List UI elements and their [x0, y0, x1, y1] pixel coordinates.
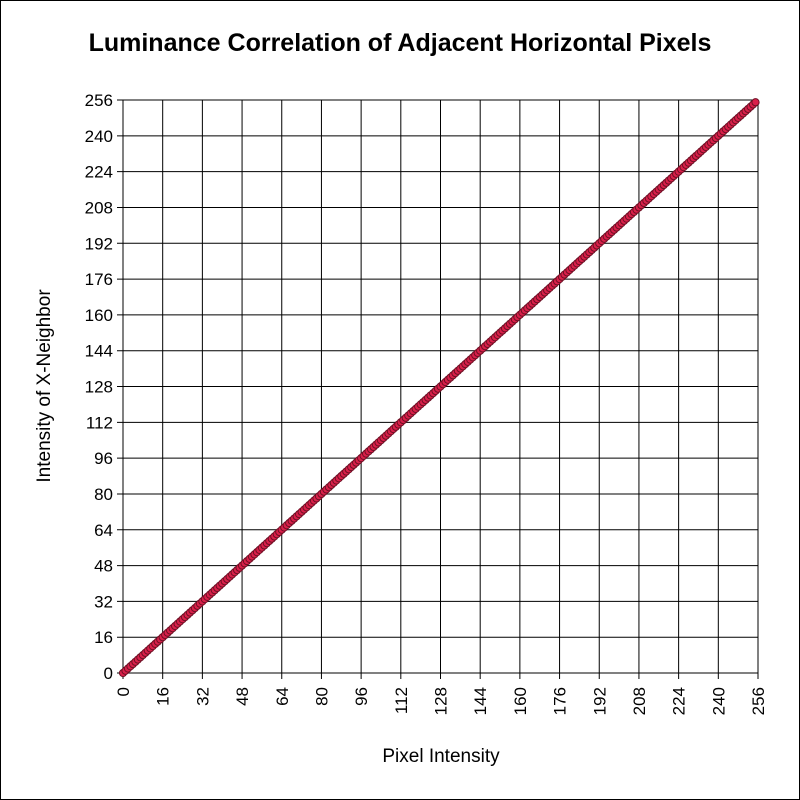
y-tick-label: 96	[94, 449, 113, 468]
y-tick-label: 16	[94, 628, 113, 647]
x-tick-label: 240	[709, 687, 728, 715]
x-tick-label: 256	[749, 687, 768, 715]
x-tick-label: 0	[114, 687, 133, 696]
y-tick-label: 128	[85, 378, 113, 397]
y-tick-label: 80	[94, 485, 113, 504]
x-tick-label: 48	[233, 687, 252, 706]
x-tick-label: 112	[392, 687, 411, 714]
y-tick-label: 224	[85, 163, 113, 182]
x-tick-label: 192	[590, 687, 609, 715]
x-tick-label: 176	[551, 687, 570, 715]
y-tick-labels: 0 16 32 48 64 80 96 112 128 144 160 176 192 208 224 240…	[85, 91, 113, 683]
x-tick-label: 16	[154, 687, 173, 706]
chart-title: Luminance Correlation of Adjacent Horizo…	[89, 29, 712, 57]
data-points	[118, 98, 760, 678]
y-tick-label: 112	[86, 413, 113, 432]
x-tick-label: 64	[273, 687, 292, 706]
y-tick-label: 192	[85, 234, 113, 253]
y-tick-label: 208	[85, 198, 113, 217]
x-axis-label: Pixel Intensity	[382, 746, 500, 767]
y-tick-label: 240	[85, 127, 113, 146]
x-tick-label: 208	[630, 687, 649, 715]
y-tick-label: 32	[94, 592, 113, 611]
x-tick-label: 80	[312, 687, 331, 706]
grid-layer	[117, 99, 759, 679]
x-tick-label: 160	[511, 687, 530, 715]
y-axis-label: Intensity of X-Neighbor	[34, 289, 55, 483]
data-point	[751, 98, 760, 107]
x-tick-labels: 0 16 32 48 64 80 96 112 128 144 160 176 192 208 224 240…	[114, 687, 768, 715]
x-tick-label: 128	[432, 687, 451, 715]
y-tick-label: 144	[85, 342, 113, 361]
y-tick-label: 176	[85, 270, 113, 289]
y-tick-label: 48	[94, 557, 113, 576]
x-tick-label: 144	[471, 687, 490, 715]
y-tick-label: 256	[85, 91, 113, 110]
x-tick-label: 96	[352, 687, 371, 706]
y-tick-label: 160	[85, 306, 113, 325]
x-tick-label: 32	[193, 687, 212, 706]
y-tick-label: 0	[104, 664, 113, 683]
y-tick-label: 64	[94, 521, 113, 540]
x-tick-label: 224	[670, 687, 689, 715]
